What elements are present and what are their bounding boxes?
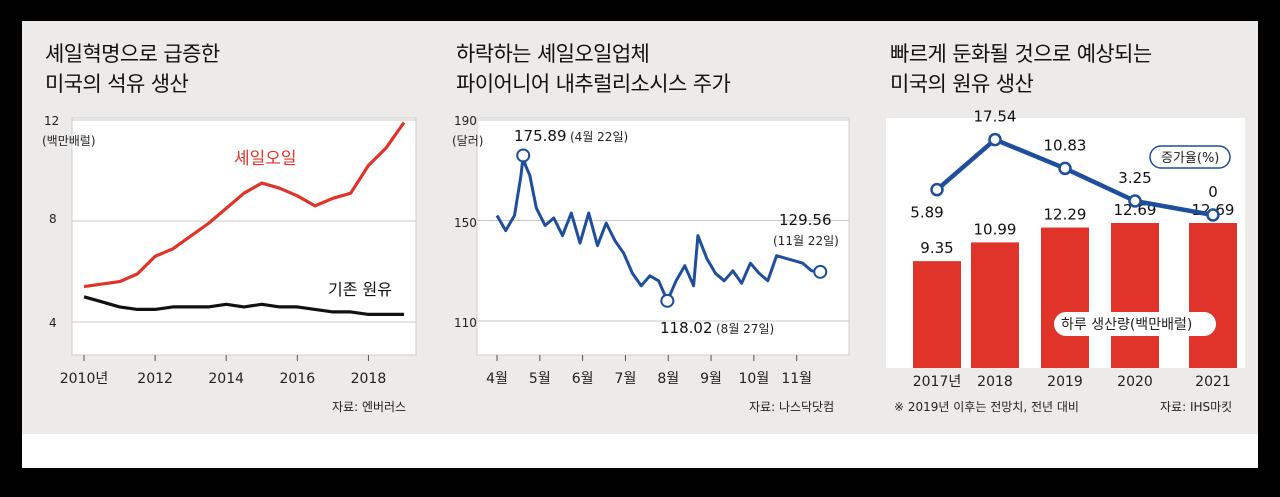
chart3-line-legend: 증가율(%) bbox=[1161, 151, 1219, 166]
chart3-bar-1 bbox=[971, 242, 1019, 368]
chart3-growth-point-4 bbox=[1206, 208, 1220, 222]
chart3-growth-value-3: 3.25 bbox=[1118, 169, 1151, 187]
panel3-title-line1: 빠르게 둔화될 것으로 예상되는 bbox=[890, 42, 1152, 66]
chart1-series-line-1 bbox=[83, 295, 404, 316]
chart3-note: ※ 2019년 이후는 전망치, 전년 대비 bbox=[894, 400, 1079, 414]
panel1-title-line2: 미국의 석유 생산 bbox=[45, 72, 189, 96]
chart2-annot-high-value: 175.89 bbox=[514, 127, 567, 145]
chart3-xtick-label-0: 2017년 bbox=[913, 374, 962, 390]
chart3-growth-point-1 bbox=[988, 132, 1002, 147]
chart2-marker-0 bbox=[516, 148, 531, 163]
chart2-ytick-150: 150 bbox=[454, 216, 477, 230]
chart1-xtick-label-3: 2016 bbox=[280, 371, 316, 387]
chart3-bar-3 bbox=[1111, 222, 1159, 368]
chart3-bar-value-0: 9.35 bbox=[920, 239, 953, 257]
chart2-series-line bbox=[495, 154, 821, 303]
chart2-unit: (달러) bbox=[452, 134, 483, 148]
chart3-bar-4 bbox=[1189, 222, 1237, 368]
chart2-annot-low-note: (8월 27일) bbox=[716, 322, 774, 336]
chart3-growth-point-3 bbox=[1128, 194, 1142, 208]
chart3-growth-point-0 bbox=[930, 182, 944, 197]
chart3-bar-legend: 하루 생산량(백만배럴) bbox=[1061, 317, 1192, 333]
chart3-bar-2 bbox=[1041, 227, 1089, 368]
chart1-ytick-4: 4 bbox=[49, 316, 57, 330]
chart1-source: 자료: 엔버러스 bbox=[332, 400, 406, 414]
chart3-bar-legend-box bbox=[1054, 312, 1216, 336]
chart3-growth-value-1: 17.54 bbox=[974, 108, 1017, 126]
chart3-growth-point-2 bbox=[1058, 161, 1072, 176]
chart2-xtick-label-5: 9월 bbox=[700, 371, 722, 387]
chart1-series-label-conventional: 기존 원유 bbox=[328, 280, 392, 299]
panel1-title: 셰일혁명으로 급증한 미국의 석유 생산 bbox=[45, 39, 220, 99]
infographic-frame: 셰일혁명으로 급증한 미국의 석유 생산 하락하는 셰일오일업체 파이어니어 내… bbox=[22, 21, 1258, 468]
chart3-source: 자료: IHS마킷 bbox=[1160, 400, 1232, 414]
chart2-ytick-190: 190 bbox=[454, 114, 477, 128]
chart2-ytick-110: 110 bbox=[454, 316, 477, 330]
chart2-xtick-label-0: 4월 bbox=[486, 371, 508, 387]
chart2-xtick-label-2: 6월 bbox=[572, 371, 594, 387]
chart2-marker-2 bbox=[813, 264, 828, 279]
chart2-xtick-label-6: 10월 bbox=[739, 371, 770, 387]
chart3-bar-value-1: 10.99 bbox=[974, 220, 1017, 238]
chart2-xtick-label-1: 5월 bbox=[529, 371, 551, 387]
chart2-annot-last-note: (11월 22일) bbox=[773, 234, 839, 248]
chart3-bar-value-2: 12.29 bbox=[1044, 206, 1087, 224]
chart2-annot-high-note: (4월 22일) bbox=[570, 130, 628, 144]
chart3-line-legend-box bbox=[1149, 145, 1231, 169]
chart2-xtick-label-4: 8월 bbox=[657, 371, 679, 387]
chart2-marker-1 bbox=[660, 293, 675, 308]
chart3-bar-value-3: 12.69 bbox=[1114, 201, 1157, 219]
chart1-series-label-shale: 셰일오일 bbox=[234, 149, 297, 169]
panel2-title: 하락하는 셰일오일업체 파이어니어 내추럴리소시스 주가 bbox=[456, 39, 731, 99]
chart2-xtick-label-3: 7월 bbox=[615, 371, 637, 387]
panel2-title-line2: 파이어니어 내추럴리소시스 주가 bbox=[456, 72, 731, 96]
chart1-ytick-12: 12 bbox=[44, 114, 59, 128]
chart1-ytick-8: 8 bbox=[49, 212, 57, 226]
chart2-annot-low-value: 118.02 bbox=[660, 319, 713, 337]
panel3-title-line2: 미국의 원유 생산 bbox=[890, 72, 1034, 96]
charts-svg: 12 (백만배럴) 8 4 2010년 2012 2014 2016 2018 셰일오일… bbox=[42, 108, 1245, 414]
chart2-annot-last-value: 129.56 bbox=[779, 211, 832, 229]
chart1-xtick-label-1: 2012 bbox=[137, 371, 173, 387]
chart2-xtick-label-7: 11월 bbox=[781, 371, 812, 387]
chart3-xtick-label-4: 2021 bbox=[1195, 374, 1231, 390]
chart2-source: 자료: 나스닥닷컴 bbox=[749, 400, 834, 414]
panel3-title: 빠르게 둔화될 것으로 예상되는 미국의 원유 생산 bbox=[890, 39, 1152, 99]
panel2-title-line1: 하락하는 셰일오일업체 bbox=[456, 42, 650, 66]
chart1-series-line-0 bbox=[83, 121, 406, 289]
chart3-bar-0 bbox=[913, 261, 961, 368]
chart3-xtick-label-3: 2020 bbox=[1117, 374, 1153, 390]
chart2-plot-area bbox=[476, 117, 850, 356]
chart1-plot-area bbox=[71, 117, 417, 356]
chart3-growth-value-4: 0 bbox=[1208, 183, 1218, 201]
panel1-title-line1: 셰일혁명으로 급증한 bbox=[45, 42, 220, 66]
chart1-xtick-label-0: 2010년 bbox=[60, 371, 109, 387]
chart1-xtick-label-4: 2018 bbox=[351, 371, 387, 387]
chart3-growth-value-2: 10.83 bbox=[1044, 136, 1087, 154]
chart2: 190 (달러) 150 110 4월 5월 6월 7월 8월 9월 10월 11월 175.… bbox=[452, 114, 850, 414]
chart1: 12 (백만배럴) 8 4 2010년 2012 2014 2016 2018 셰일오일… bbox=[42, 114, 417, 414]
chart3-growth-value-0: 5.89 bbox=[910, 204, 943, 222]
chart3-xtick-label-2: 2019 bbox=[1047, 374, 1083, 390]
chart1-unit: (백만배럴) bbox=[42, 134, 96, 148]
chart3-xtick-label-1: 2018 bbox=[977, 374, 1013, 390]
chart1-xtick-label-2: 2014 bbox=[208, 371, 244, 387]
